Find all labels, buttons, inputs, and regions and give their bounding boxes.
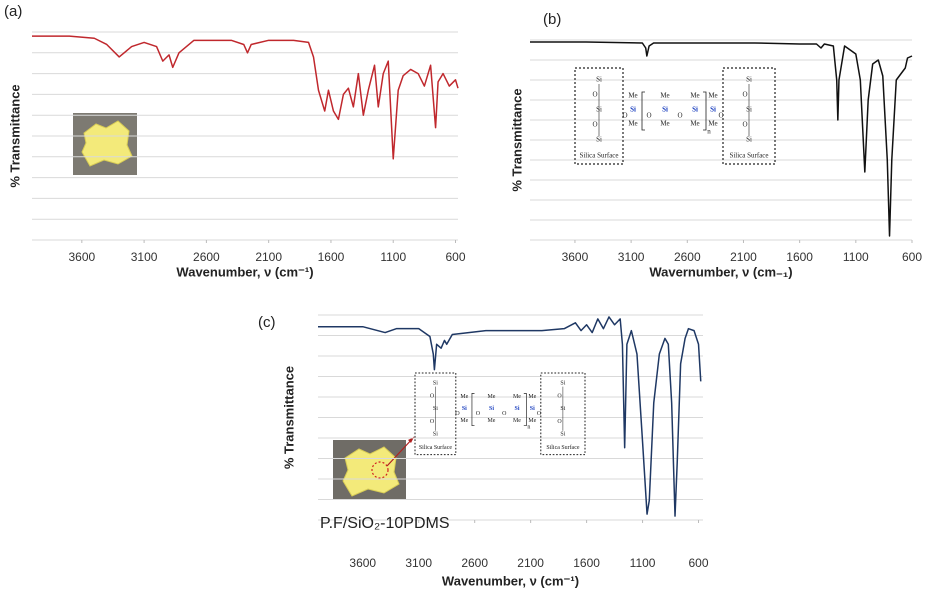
atom-label: O (622, 112, 627, 120)
atom-label: O (476, 411, 481, 417)
y-axis-title: % Transmittance (7, 84, 22, 187)
atom-label: Me (528, 418, 536, 424)
y-axis-title: % Transmittance (281, 366, 296, 469)
atom-label: Si (746, 136, 752, 144)
x-tick-label: 3100 (618, 250, 645, 264)
atom-label: Si (746, 76, 752, 84)
atom-label: Si (596, 136, 602, 144)
photo (333, 436, 415, 500)
atom-label: Si (692, 106, 698, 114)
x-axis-title: Wavernumber, ν (cm₋₁) (649, 264, 792, 279)
panel-label: (b) (543, 11, 561, 28)
atom-label: n (707, 128, 711, 136)
atom-label: Si (515, 406, 520, 412)
atom-label: Si (662, 106, 668, 114)
x-tick-label: 3600 (68, 250, 95, 264)
atom-label: O (455, 411, 460, 417)
atom-label: O (502, 411, 507, 417)
x-tick-label: 1600 (573, 556, 600, 570)
atom-label: Me (628, 92, 637, 100)
x-tick-label: 1100 (843, 250, 869, 264)
bracket (471, 393, 527, 427)
atom-label: Si (560, 432, 565, 438)
atom-label: Si (630, 106, 636, 114)
x-tick-label: 3100 (131, 250, 158, 264)
spectrum-line (530, 41, 913, 237)
atom-label: Si (560, 381, 565, 387)
atom-label: Me (690, 92, 699, 100)
atom-label: O (592, 121, 597, 129)
surface-box (722, 67, 776, 165)
panel-label: (c) (258, 314, 276, 331)
spectrum-line (318, 316, 702, 517)
atom-label: Me (708, 120, 717, 128)
x-tick-label: 2100 (517, 556, 544, 570)
atom-label: Me (690, 120, 699, 128)
atom-label: O (646, 112, 651, 120)
x-tick-label: 1600 (786, 250, 813, 264)
atom-label: Si (433, 381, 438, 387)
atom-label: Me (660, 120, 669, 128)
atom-label: Me (513, 394, 521, 400)
y-axis-title: % Transmittance (509, 88, 524, 191)
x-tick-label: 2100 (255, 250, 282, 264)
atom-label: Me (460, 394, 468, 400)
panel-label: (a) (4, 3, 22, 20)
atom-label: O (718, 112, 723, 120)
spectrum-line (32, 35, 459, 160)
surface-label: Silica Surface (546, 444, 580, 451)
x-tick-label: 600 (445, 250, 465, 264)
atom-label: O (592, 91, 597, 99)
x-tick-label: 2600 (461, 556, 488, 570)
x-tick-label: 1100 (630, 556, 656, 570)
atom-label: Me (460, 418, 468, 424)
annotation: P.F/SiO₂-10PDMS (320, 515, 450, 532)
x-tick-label: 2100 (730, 250, 757, 264)
atom-label: Me (708, 92, 717, 100)
x-tick-label: 3600 (349, 556, 376, 570)
bracket (641, 91, 707, 131)
atom-label: Me (488, 418, 496, 424)
atom-label: Me (528, 394, 536, 400)
atom-label: Si (433, 432, 438, 438)
x-axis-title: Wavenumber, ν (cm⁻¹) (442, 573, 579, 588)
x-tick-label: 2600 (674, 250, 701, 264)
atom-label: Me (628, 120, 637, 128)
x-tick-label: 1100 (380, 250, 406, 264)
atom-label: O (557, 419, 562, 425)
atom-label: Me (513, 418, 521, 424)
atom-label: O (677, 112, 682, 120)
surface-label: Silica Surface (729, 152, 768, 160)
x-tick-label: 1600 (318, 250, 345, 264)
surface-label: Silica Surface (579, 152, 618, 160)
x-tick-label: 3600 (562, 250, 589, 264)
atom-label: Si (489, 406, 494, 412)
x-tick-label: 3100 (405, 556, 432, 570)
atom-label: O (430, 419, 435, 425)
atom-label: n (527, 425, 530, 431)
surface-box (574, 67, 624, 165)
atom-label: Me (488, 394, 496, 400)
x-tick-label: 600 (689, 556, 709, 570)
atom-label: O (557, 393, 562, 399)
atom-label: O (537, 411, 542, 417)
atom-label: Si (462, 406, 467, 412)
x-axis-title: Wavenumber, ν (cm⁻¹) (176, 264, 313, 279)
surface-label: Silica Surface (419, 444, 453, 451)
atom-label: Si (710, 106, 716, 114)
x-tick-label: 2600 (193, 250, 220, 264)
atom-label: Me (660, 92, 669, 100)
atom-label: Si (596, 76, 602, 84)
atom-label: O (742, 91, 747, 99)
x-tick-label: 600 (902, 250, 922, 264)
photo (73, 113, 137, 175)
atom-label: Si (530, 406, 535, 412)
atom-label: O (430, 393, 435, 399)
atom-label: O (742, 121, 747, 129)
